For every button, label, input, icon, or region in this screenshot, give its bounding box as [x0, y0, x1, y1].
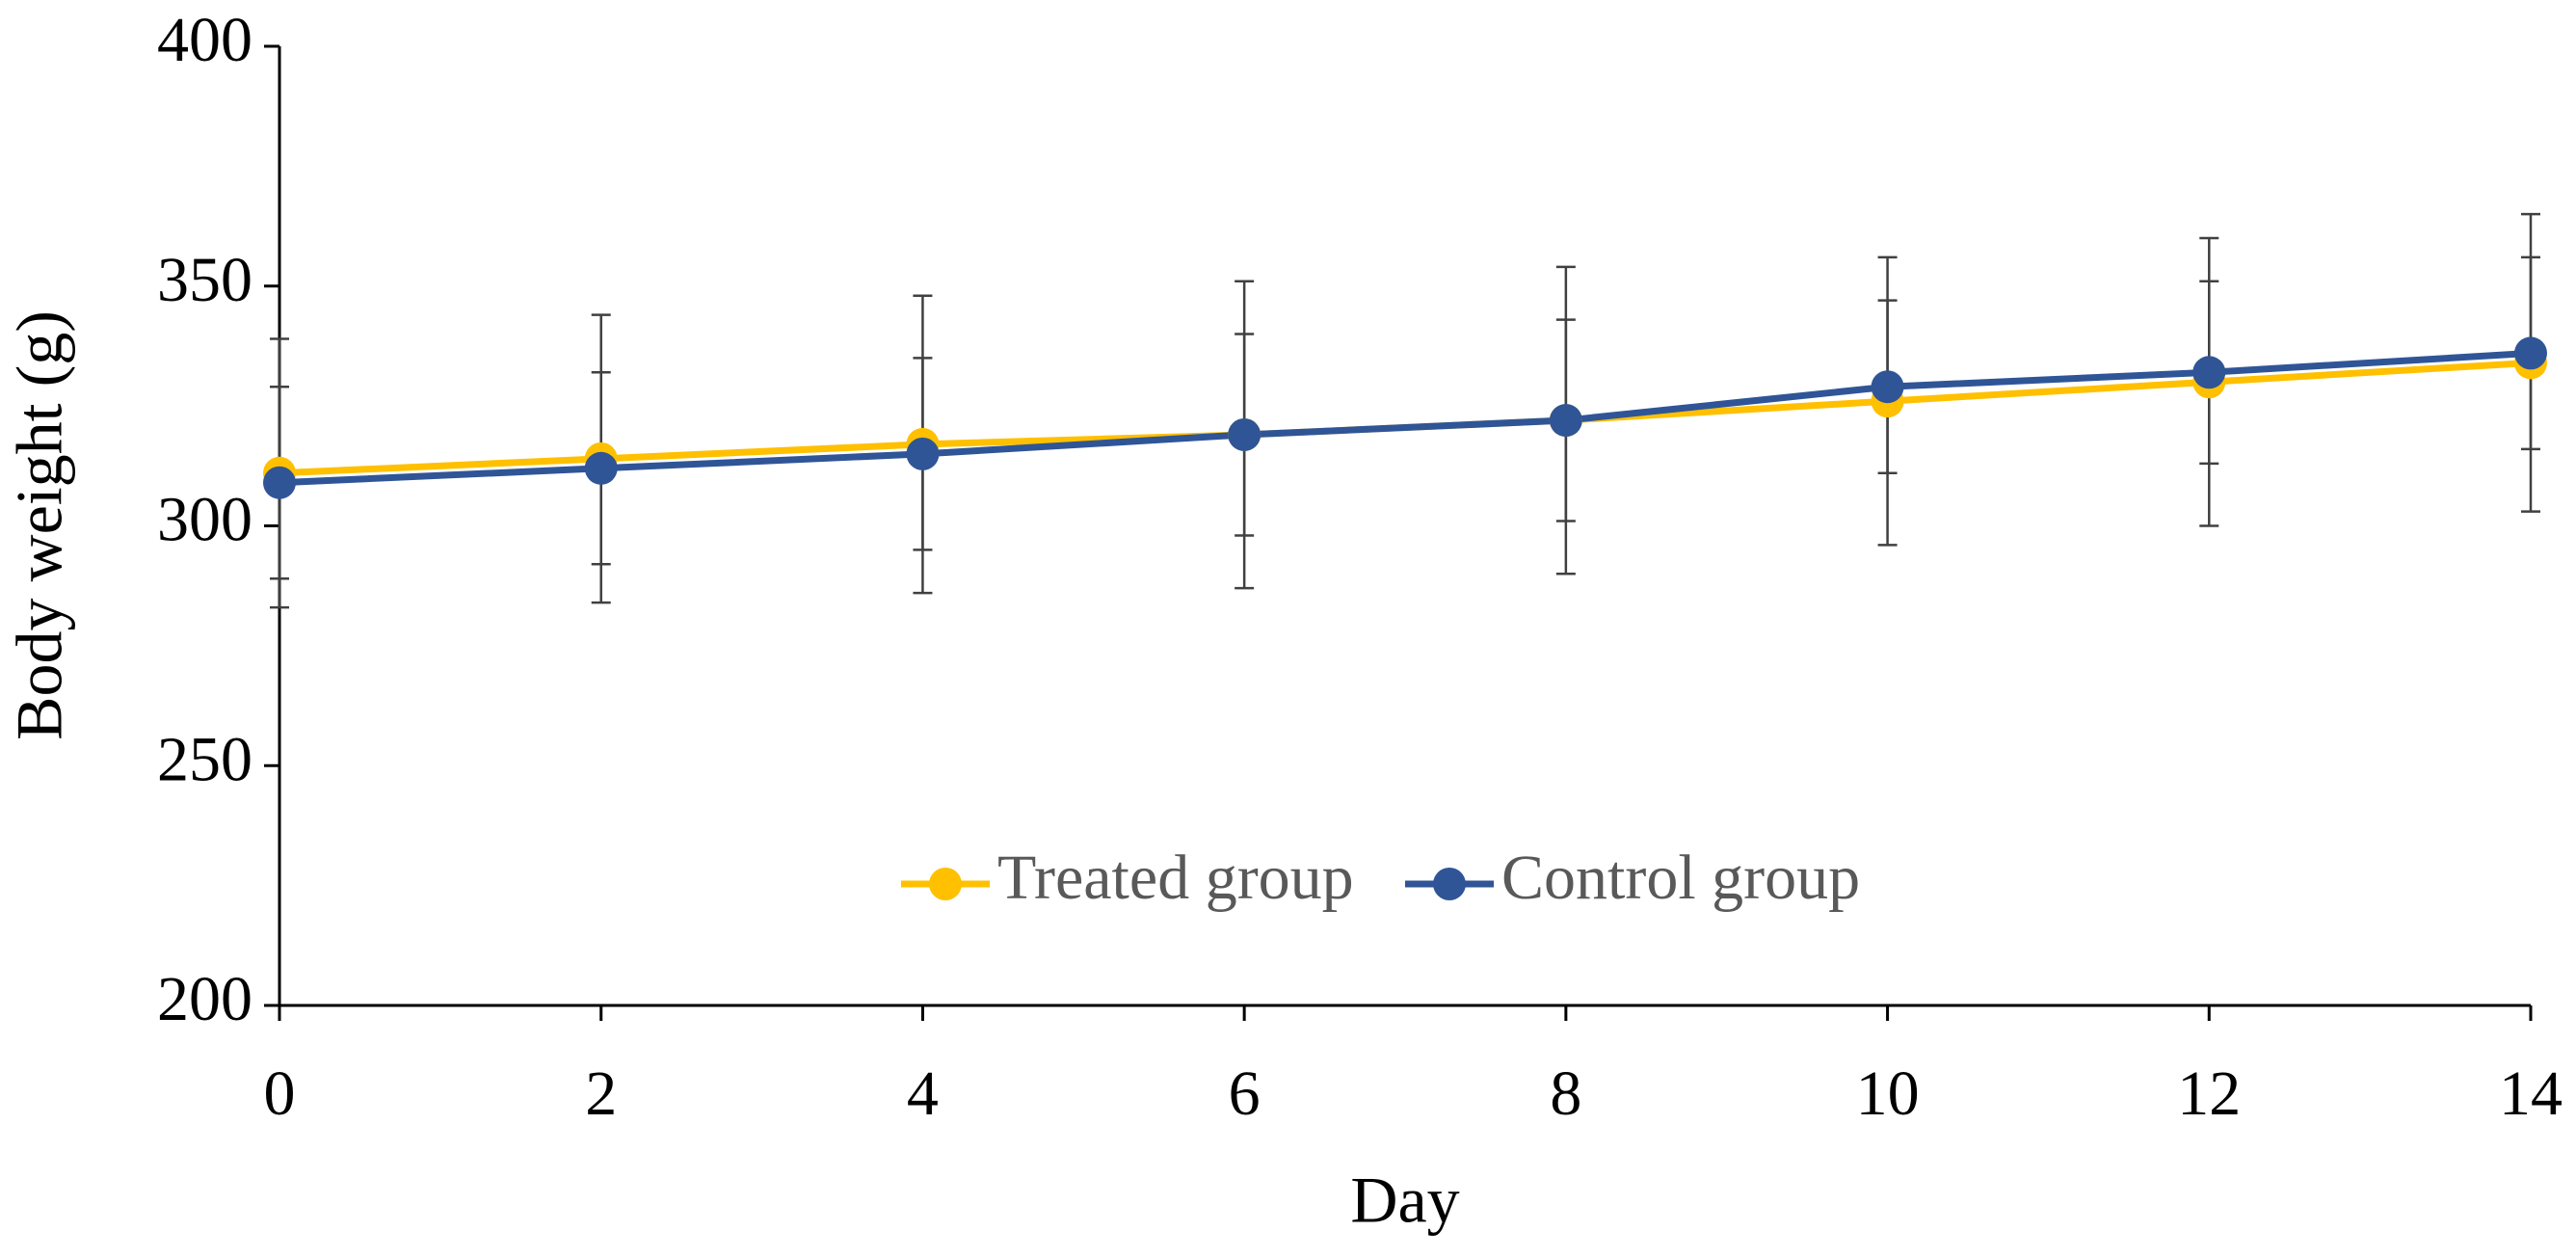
- y-tick-label: 350: [157, 245, 252, 315]
- point: [906, 437, 940, 470]
- point: [1549, 404, 1582, 438]
- legend-label: Treated group: [997, 843, 1354, 913]
- y-tick-label: 400: [157, 5, 252, 75]
- y-tick-label: 250: [157, 724, 252, 794]
- x-tick-label: 10: [1856, 1058, 1920, 1129]
- legend-label: Control group: [1501, 843, 1860, 913]
- series-line: [279, 349, 2532, 487]
- x-tick-label: 12: [2177, 1058, 2241, 1129]
- point: [2192, 356, 2226, 389]
- x-tick-label: 4: [907, 1058, 939, 1129]
- x-tick-label: 6: [1229, 1058, 1261, 1129]
- legend-marker: [929, 868, 962, 900]
- point: [1871, 370, 1904, 404]
- point: [1228, 417, 1261, 451]
- x-tick-label: 0: [264, 1058, 296, 1129]
- point: [2514, 336, 2547, 370]
- x-axis-title: Day: [1350, 1164, 1459, 1237]
- legend-marker: [1433, 868, 1466, 900]
- y-tick-label: 300: [157, 485, 252, 555]
- y-axis-title: Body weight (g): [3, 310, 76, 740]
- y-tick-label: 200: [157, 964, 252, 1034]
- x-tick-label: 14: [2499, 1058, 2563, 1129]
- x-tick-label: 2: [585, 1058, 617, 1129]
- point: [584, 451, 618, 485]
- x-tick-label: 8: [1550, 1058, 1581, 1129]
- point: [263, 466, 296, 499]
